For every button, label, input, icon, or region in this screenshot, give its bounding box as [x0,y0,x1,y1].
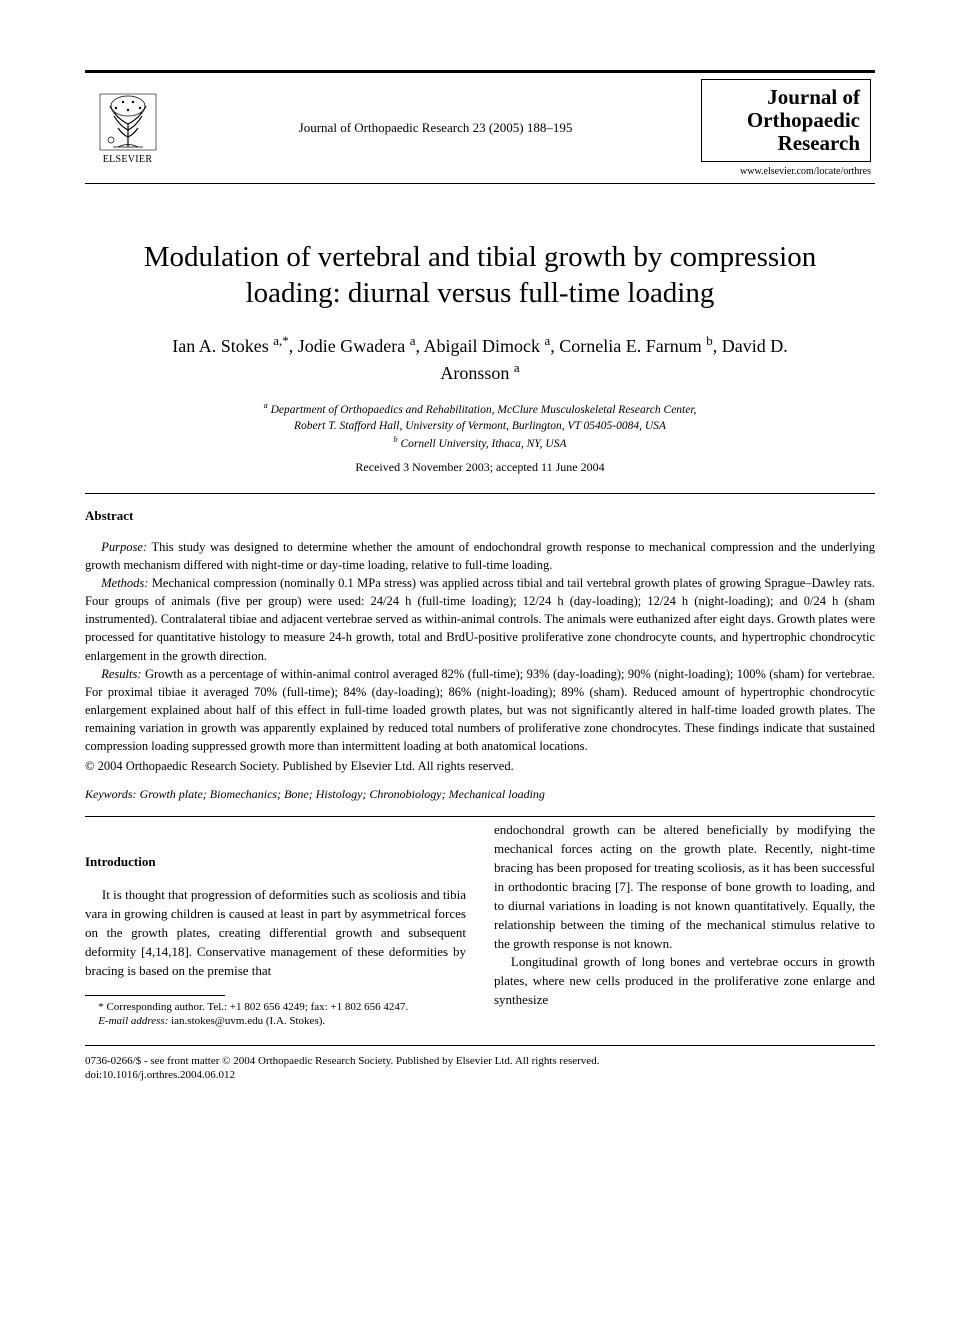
footer-doi: doi:10.1016/j.orthres.2004.06.012 [85,1068,875,1082]
elsevier-tree-icon [98,92,158,152]
affiliation-b: b Cornell University, Ithaca, NY, USA [85,434,875,452]
footnote-rule [85,995,225,996]
journal-page: ELSEVIER Journal of Orthopaedic Research… [0,0,960,1133]
publisher-name: ELSEVIER [103,154,153,165]
body-columns: Introduction It is thought that progress… [85,821,875,1029]
journal-name-line2: Orthopaedic [712,109,860,132]
intro-para-3: Longitudinal growth of long bones and ve… [494,953,875,1010]
journal-name-line3: Research [712,132,860,155]
abstract-copyright: © 2004 Orthopaedic Research Society. Pub… [85,757,875,775]
publisher-logo-block: ELSEVIER [85,73,170,183]
footer-copyright: 0736-0266/$ - see front matter © 2004 Or… [85,1054,875,1068]
abstract-results: Results: Growth as a percentage of withi… [85,665,875,756]
journal-name-line1: Journal of [712,86,860,109]
keywords-values: Growth plate; Biomechanics; Bone; Histol… [137,787,545,801]
footer-rule [85,1045,875,1046]
article-dates: Received 3 November 2003; accepted 11 Ju… [85,460,875,475]
header-journal-block: Journal of Orthopaedic Research www.else… [701,73,875,183]
footnotes: * Corresponding author. Tel.: +1 802 656… [85,1000,466,1030]
article-title: Modulation of vertebral and tibial growt… [125,239,835,312]
intro-para-2: endochondral growth can be altered benef… [494,821,875,953]
affiliations: a a Department of Orthopaedics and Rehab… [85,400,875,452]
corresponding-author-note: * Corresponding author. Tel.: +1 802 656… [85,1000,466,1015]
abstract-methods: Methods: Mechanical compression (nominal… [85,574,875,665]
header-bar: ELSEVIER Journal of Orthopaedic Research… [85,70,875,184]
rule-below-abstract [85,816,875,817]
abstract-heading: Abstract [85,508,875,524]
affiliation-a: a a Department of Orthopaedics and Rehab… [85,400,875,434]
keywords-label: Keywords: [85,787,137,801]
author-list: Ian A. Stokes a,*, Jodie Gwadera a, Abig… [145,332,815,386]
abstract-purpose: Purpose: This study was designed to dete… [85,538,875,574]
footer-block: 0736-0266/$ - see front matter © 2004 Or… [85,1054,875,1083]
email-note: E-mail address: ian.stokes@uvm.edu (I.A.… [85,1014,466,1029]
introduction-heading: Introduction [85,853,466,872]
header-citation: Journal of Orthopaedic Research 23 (2005… [170,73,701,183]
intro-para-1: It is thought that progression of deform… [85,886,466,980]
rule-above-abstract [85,493,875,494]
journal-url: www.elsevier.com/locate/orthres [701,166,871,177]
keywords-line: Keywords: Growth plate; Biomechanics; Bo… [85,787,875,802]
abstract-body: Purpose: This study was designed to dete… [85,538,875,776]
